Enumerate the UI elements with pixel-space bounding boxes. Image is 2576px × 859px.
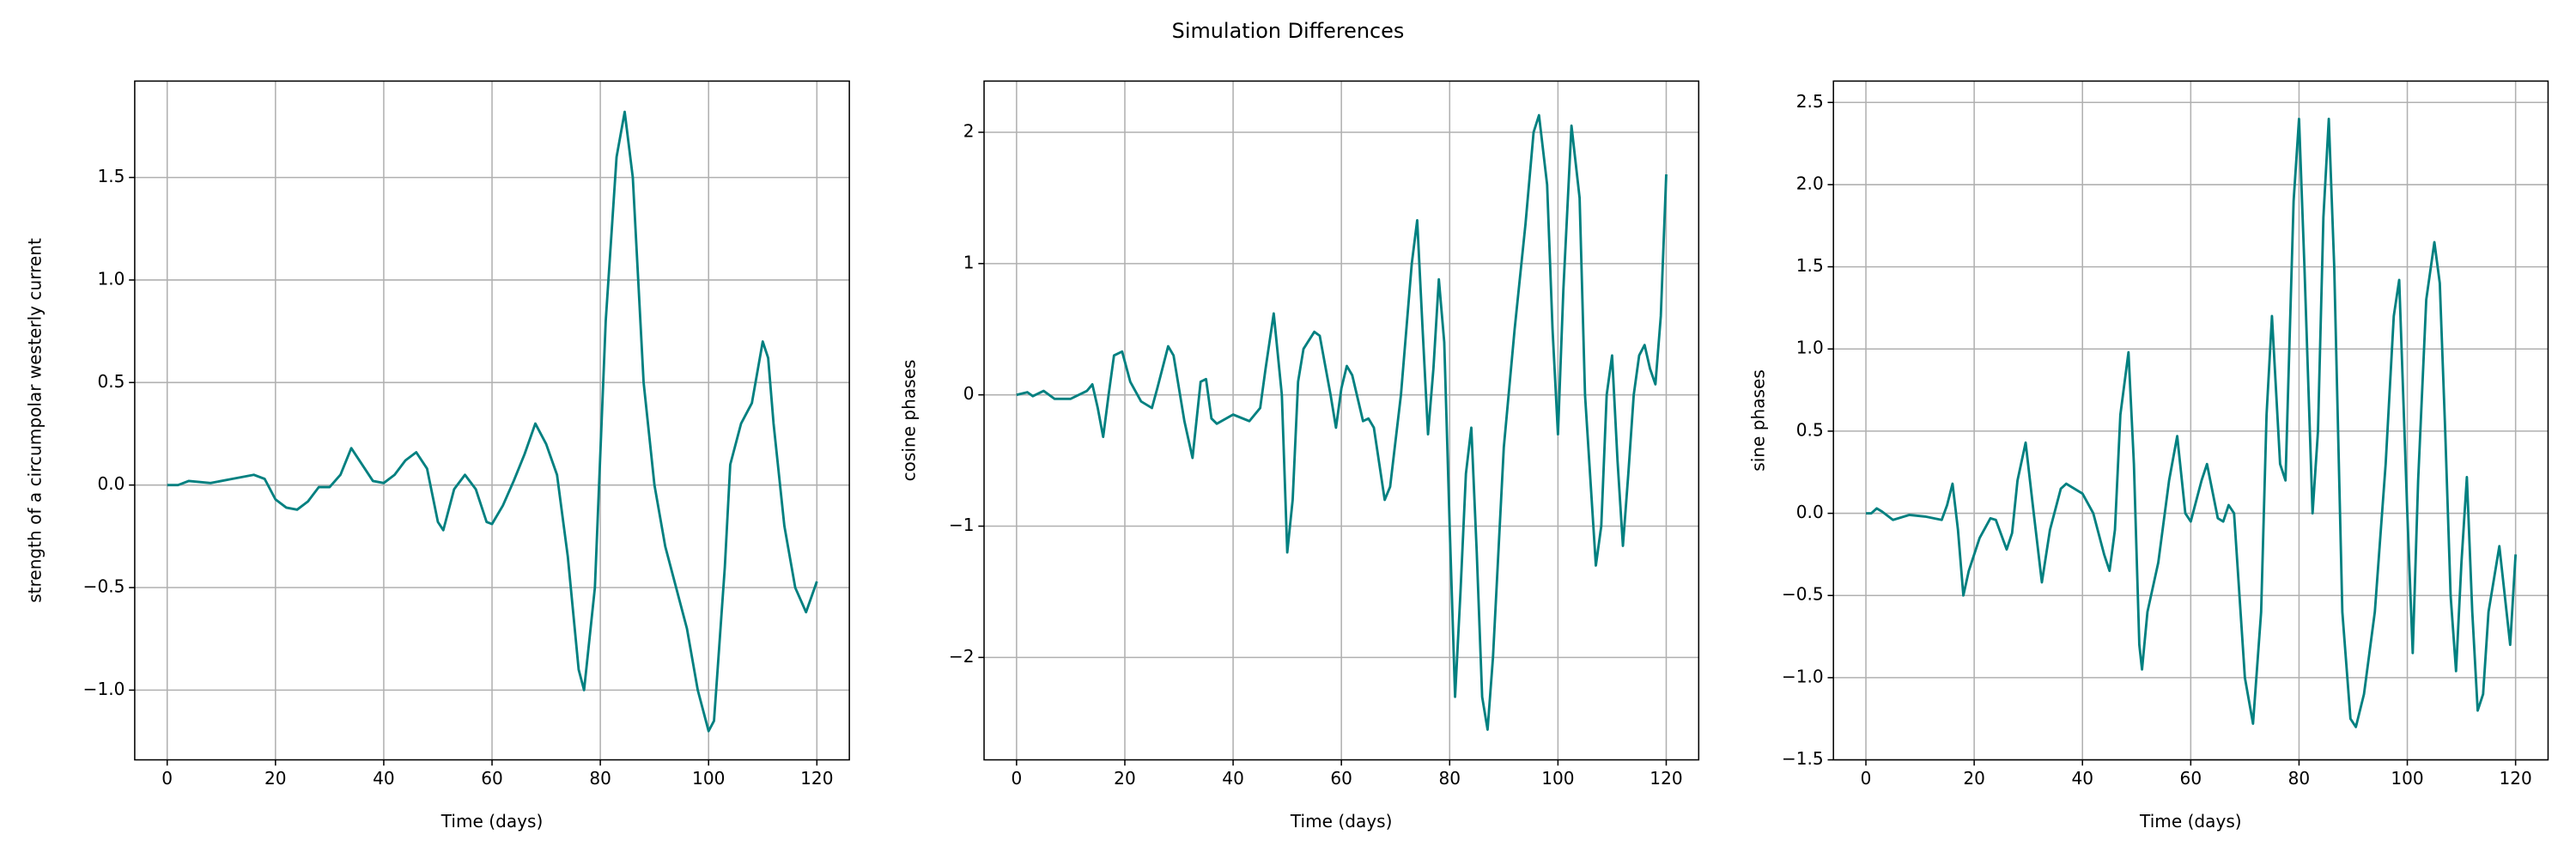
subplot: 0 20 40 60 80 100 120 −2 −1 0 1 2 Time (days) cosine … — [898, 80, 1700, 832]
y-tick-label: 1.5 — [97, 166, 125, 186]
x-tick-label: 80 — [589, 768, 611, 789]
x-tick-label: 60 — [2180, 768, 2202, 789]
y-tick-label: 0.0 — [97, 473, 125, 494]
y-tick-label: 2.0 — [1796, 173, 1824, 193]
x-tick-label: 60 — [1330, 768, 1352, 789]
subplot: 0 20 40 60 80 100 120 −1.5 −1.0 −0.5 0.0 0.5 1.0 1.5 2… — [1748, 80, 2549, 832]
x-tick-label: 0 — [1011, 768, 1022, 789]
y-tick-label: −1.0 — [83, 679, 125, 699]
y-tick-label: −1.5 — [1782, 748, 1824, 769]
y-axis-label: sine phases — [1748, 369, 1769, 472]
x-tick-label: 0 — [161, 768, 173, 789]
y-tick-label: 0.5 — [97, 371, 125, 392]
data-line — [1016, 113, 1668, 731]
x-tick-label: 120 — [1649, 768, 1682, 789]
x-tick-label: 120 — [2499, 768, 2531, 789]
y-tick-label: 0.0 — [1796, 502, 1824, 522]
axes-frame — [983, 80, 1700, 761]
x-axis-label: Time (days) — [440, 811, 544, 832]
x-tick-label: 40 — [2071, 768, 2093, 789]
x-tick-label: 120 — [800, 768, 833, 789]
x-tick-label: 20 — [264, 768, 287, 789]
data-line — [167, 110, 818, 733]
y-tick-label: −0.5 — [1782, 584, 1824, 605]
y-tick-label: 1.0 — [1796, 338, 1824, 358]
subplot: 0 20 40 60 80 100 120 −1.0 −0.5 0.0 0.5 1.0 1.5 Time … — [25, 80, 850, 832]
y-tick-label: 1.0 — [97, 268, 125, 289]
x-tick-label: 60 — [481, 768, 503, 789]
x-tick-label: 80 — [1439, 768, 1461, 789]
y-tick-label: 0.5 — [1796, 419, 1824, 440]
y-tick-label: −1.0 — [1782, 666, 1824, 686]
y-axis-label: strength of a circumpolar westerly curre… — [25, 238, 46, 603]
x-tick-label: 20 — [1963, 768, 1985, 789]
x-tick-label: 100 — [692, 768, 725, 789]
figure-title: Simulation Differences — [1172, 19, 1405, 43]
y-tick-label: 2.5 — [1796, 91, 1824, 112]
y-tick-label: −2 — [949, 646, 975, 667]
y-tick-label: 1.5 — [1796, 255, 1824, 276]
y-tick-label: 1 — [963, 252, 975, 272]
x-tick-label: 40 — [373, 768, 395, 789]
x-axis-label: Time (days) — [1290, 811, 1393, 832]
y-tick-label: 2 — [963, 120, 975, 141]
y-tick-label: 0 — [963, 383, 975, 404]
x-tick-label: 80 — [2288, 768, 2311, 789]
axes-frame — [134, 80, 850, 761]
y-tick-label: −1 — [949, 515, 975, 535]
x-tick-label: 0 — [1861, 768, 1872, 789]
x-tick-label: 100 — [2391, 768, 2423, 789]
axes-frame — [1832, 80, 2549, 761]
x-tick-label: 100 — [1541, 768, 1574, 789]
y-tick-label: −0.5 — [83, 576, 125, 597]
x-tick-label: 20 — [1114, 768, 1136, 789]
x-tick-label: 40 — [1222, 768, 1244, 789]
data-line — [1866, 117, 2518, 728]
x-axis-label: Time (days) — [2139, 811, 2242, 832]
y-axis-label: cosine phases — [898, 360, 919, 482]
